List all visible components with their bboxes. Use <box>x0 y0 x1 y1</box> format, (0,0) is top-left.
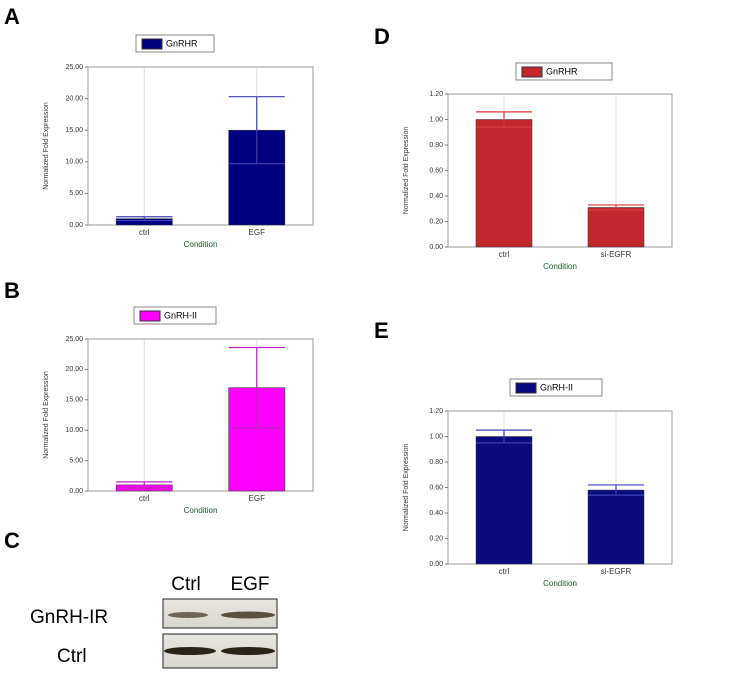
legend-label: GnRH-II <box>540 382 573 392</box>
y-axis-label: Normalized Fold Expression <box>403 127 410 215</box>
error-bar <box>588 484 644 496</box>
x-tick-label: EGF <box>249 228 266 237</box>
error-bar <box>228 346 285 429</box>
y-tick-label: 0.20 <box>429 535 443 542</box>
blot-row: Ctrl <box>57 646 87 667</box>
y-tick-label: 15.00 <box>65 127 83 134</box>
bar <box>475 119 533 248</box>
y-tick-label: 0.80 <box>429 142 443 149</box>
y-tick-label: 1.00 <box>429 433 443 440</box>
y-axis-label: Normalized Fold Expression <box>403 444 410 532</box>
y-tick-label: 0.00 <box>69 488 83 495</box>
y-tick-label: 20.00 <box>65 95 83 102</box>
error-bar <box>228 96 285 165</box>
blot-band <box>221 647 275 655</box>
x-tick-label: ctrl <box>139 228 150 237</box>
y-tick-label: 10.00 <box>65 427 83 434</box>
x-tick-label: ctrl <box>139 494 150 503</box>
panel-letter: C <box>4 528 20 553</box>
x-tick-label: ctrl <box>499 567 510 576</box>
x-axis-label: Condition <box>543 262 577 271</box>
y-tick-label: 0.60 <box>429 167 443 174</box>
y-tick-label: 10.00 <box>65 159 83 166</box>
legend-label: GnRHR <box>166 38 198 48</box>
y-tick-label: 5.00 <box>69 457 83 464</box>
panel-letter: D <box>374 24 390 49</box>
x-axis-label: Condition <box>184 506 218 515</box>
panel-letter: B <box>4 278 20 303</box>
y-tick-label: 0.00 <box>429 561 443 568</box>
legend-swatch <box>139 310 161 322</box>
legend-swatch <box>521 66 543 78</box>
y-axis-label: Normalized Fold Expression <box>43 371 50 459</box>
y-tick-label: 25.00 <box>65 336 83 343</box>
blot-row: GnRH-IR <box>30 607 108 628</box>
blot-band <box>221 611 275 619</box>
y-tick-label: 0.00 <box>69 222 83 229</box>
x-tick-label: EGF <box>249 494 266 503</box>
blot-band <box>164 647 216 655</box>
y-tick-label: 0.40 <box>429 193 443 200</box>
y-tick-label: 15.00 <box>65 397 83 404</box>
panel-letter: A <box>4 4 20 29</box>
x-axis-label: Condition <box>543 579 577 588</box>
y-tick-label: 1.00 <box>429 116 443 123</box>
y-tick-label: 1.20 <box>429 91 443 98</box>
x-axis-label: Condition <box>184 240 218 249</box>
bar <box>587 207 645 248</box>
y-tick-label: 0.40 <box>429 510 443 517</box>
bar <box>587 489 645 565</box>
blot-band <box>168 612 208 618</box>
y-tick-label: 0.20 <box>429 218 443 225</box>
blot-column: Ctrl <box>171 574 201 595</box>
x-tick-label: ctrl <box>499 250 510 259</box>
y-tick-label: 5.00 <box>69 190 83 197</box>
legend-label: GnRHR <box>546 66 578 76</box>
x-tick-label: si-EGFR <box>601 567 632 576</box>
error-bar <box>116 216 173 222</box>
panel-letter: E <box>374 318 389 343</box>
error-bar <box>116 481 173 489</box>
error-bar <box>476 429 532 444</box>
y-tick-label: 0.80 <box>429 459 443 466</box>
y-tick-label: 0.60 <box>429 484 443 491</box>
y-tick-label: 0.00 <box>429 244 443 251</box>
y-tick-label: 1.20 <box>429 408 443 415</box>
y-tick-label: 25.00 <box>65 64 83 71</box>
error-bar <box>588 204 644 211</box>
legend-label: GnRH-II <box>164 310 197 320</box>
x-tick-label: si-EGFR <box>601 250 632 259</box>
y-axis-label: Normalized Fold Expression <box>43 102 50 190</box>
blot-column: EGF <box>230 574 269 595</box>
legend-swatch <box>515 382 537 394</box>
error-bar <box>476 111 532 128</box>
y-tick-label: 20.00 <box>65 366 83 373</box>
bar <box>475 436 533 565</box>
legend-swatch <box>141 38 163 50</box>
